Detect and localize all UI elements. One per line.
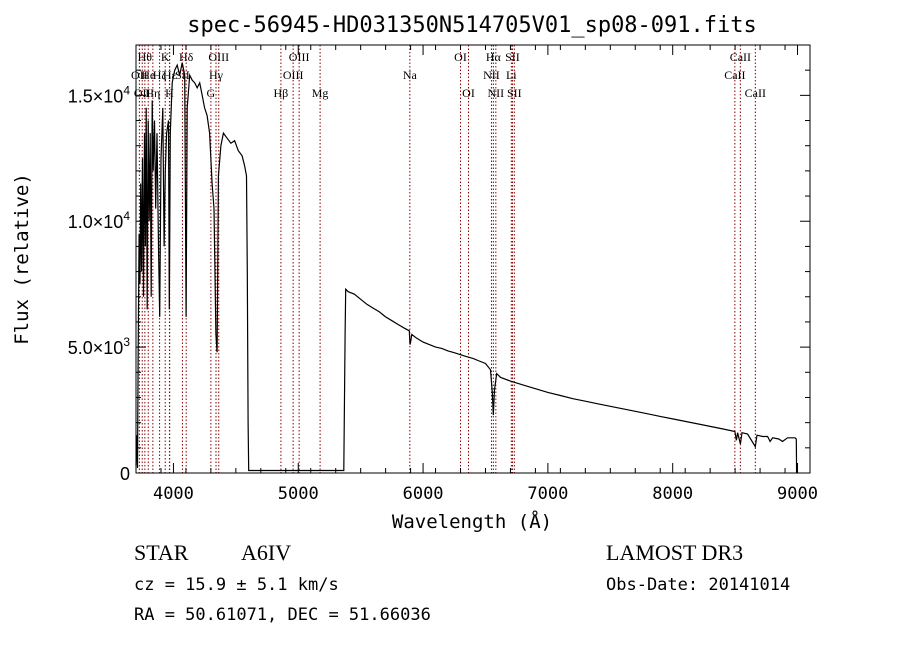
object-subclass: A6IV: [241, 540, 291, 565]
x-tick-label: 4000: [153, 484, 194, 504]
redshift-value: cz = 15.9 ± 5.1 km/s: [134, 575, 339, 595]
line-marker-label: Hθ: [138, 50, 153, 64]
line-marker-label: Na: [403, 68, 418, 82]
line-marker-label: Hζ: [153, 68, 167, 82]
x-tick-label: 7000: [527, 484, 568, 504]
x-axis-ticks: 4000 5000 6000 7000 8000 9000: [135, 45, 818, 504]
line-marker-label: OI: [462, 86, 475, 100]
y-tick-mantissa: 0: [120, 464, 130, 484]
line-marker-label: CaII: [724, 68, 745, 82]
line-marker-label: CaII: [745, 86, 766, 100]
line-marker-label: Hγ: [209, 68, 224, 82]
observation-date: Obs-Date: 20141014: [606, 575, 790, 595]
line-marker-label: OII: [131, 68, 148, 82]
chart-title: spec-56945-HD031350N514705V01_sp08-091.f…: [187, 13, 757, 38]
y-tick-exponent: 3: [123, 335, 130, 349]
line-marker-label: SII: [175, 68, 190, 82]
survey-name: LAMOST DR3: [606, 540, 743, 565]
y-tick-exponent: 4: [123, 83, 130, 97]
line-marker-label: SII: [505, 50, 520, 64]
y-tick-mantissa: 1.5×10: [68, 86, 124, 106]
line-marker-label: OIII: [283, 68, 304, 82]
line-marker-label: OII: [134, 86, 151, 100]
x-tick-label: 9000: [777, 484, 818, 504]
line-marker-label: Hδ: [179, 50, 194, 64]
coordinates: RA = 50.61071, DEC = 51.66036: [134, 605, 431, 625]
line-marker-label: OIII: [289, 50, 310, 64]
line-marker-label: NII: [488, 86, 505, 100]
line-marker-label: G: [207, 86, 216, 100]
line-marker-label: SII: [507, 86, 522, 100]
plot-frame: [135, 44, 811, 474]
x-tick-label: 5000: [278, 484, 319, 504]
line-marker-label: H: [165, 86, 174, 100]
y-tick-label: 1.0×104: [68, 209, 131, 232]
line-marker-labels: OIIOIIHθHeHηHζKHHεSIIHδGHγOIIIHβOIIIOIII…: [131, 50, 766, 100]
line-marker-label: Hβ: [274, 86, 289, 100]
y-tick-mantissa: 5.0×10: [68, 338, 124, 358]
line-marker-label: K: [161, 50, 170, 64]
object-class: STAR: [134, 540, 189, 565]
line-marker-label: OIII: [208, 50, 229, 64]
y-tick-label: 5.0×103: [68, 335, 131, 358]
y-tick-label: 0: [120, 464, 130, 484]
line-marker-label: Hη: [145, 86, 160, 100]
spectrum-line: [135, 62, 798, 474]
y-tick-mantissa: 1.0×10: [68, 212, 124, 232]
line-marker-label: He: [141, 68, 155, 82]
x-axis-label: Wavelength (Å): [392, 510, 552, 533]
line-markers: [138, 45, 756, 473]
y-axis-label: Flux (relative): [11, 173, 33, 345]
x-tick-label: 6000: [403, 484, 444, 504]
line-marker-label: Li: [506, 68, 517, 82]
x-tick-label: 8000: [652, 484, 693, 504]
y-tick-label: 1.5×104: [68, 83, 131, 106]
line-marker-label: NII: [483, 68, 500, 82]
y-tick-exponent: 4: [123, 209, 130, 223]
line-marker-label: CaII: [730, 50, 751, 64]
line-marker-label: Mg: [312, 86, 329, 100]
line-marker-label: Hα: [486, 50, 502, 64]
line-marker-label: OI: [454, 50, 467, 64]
